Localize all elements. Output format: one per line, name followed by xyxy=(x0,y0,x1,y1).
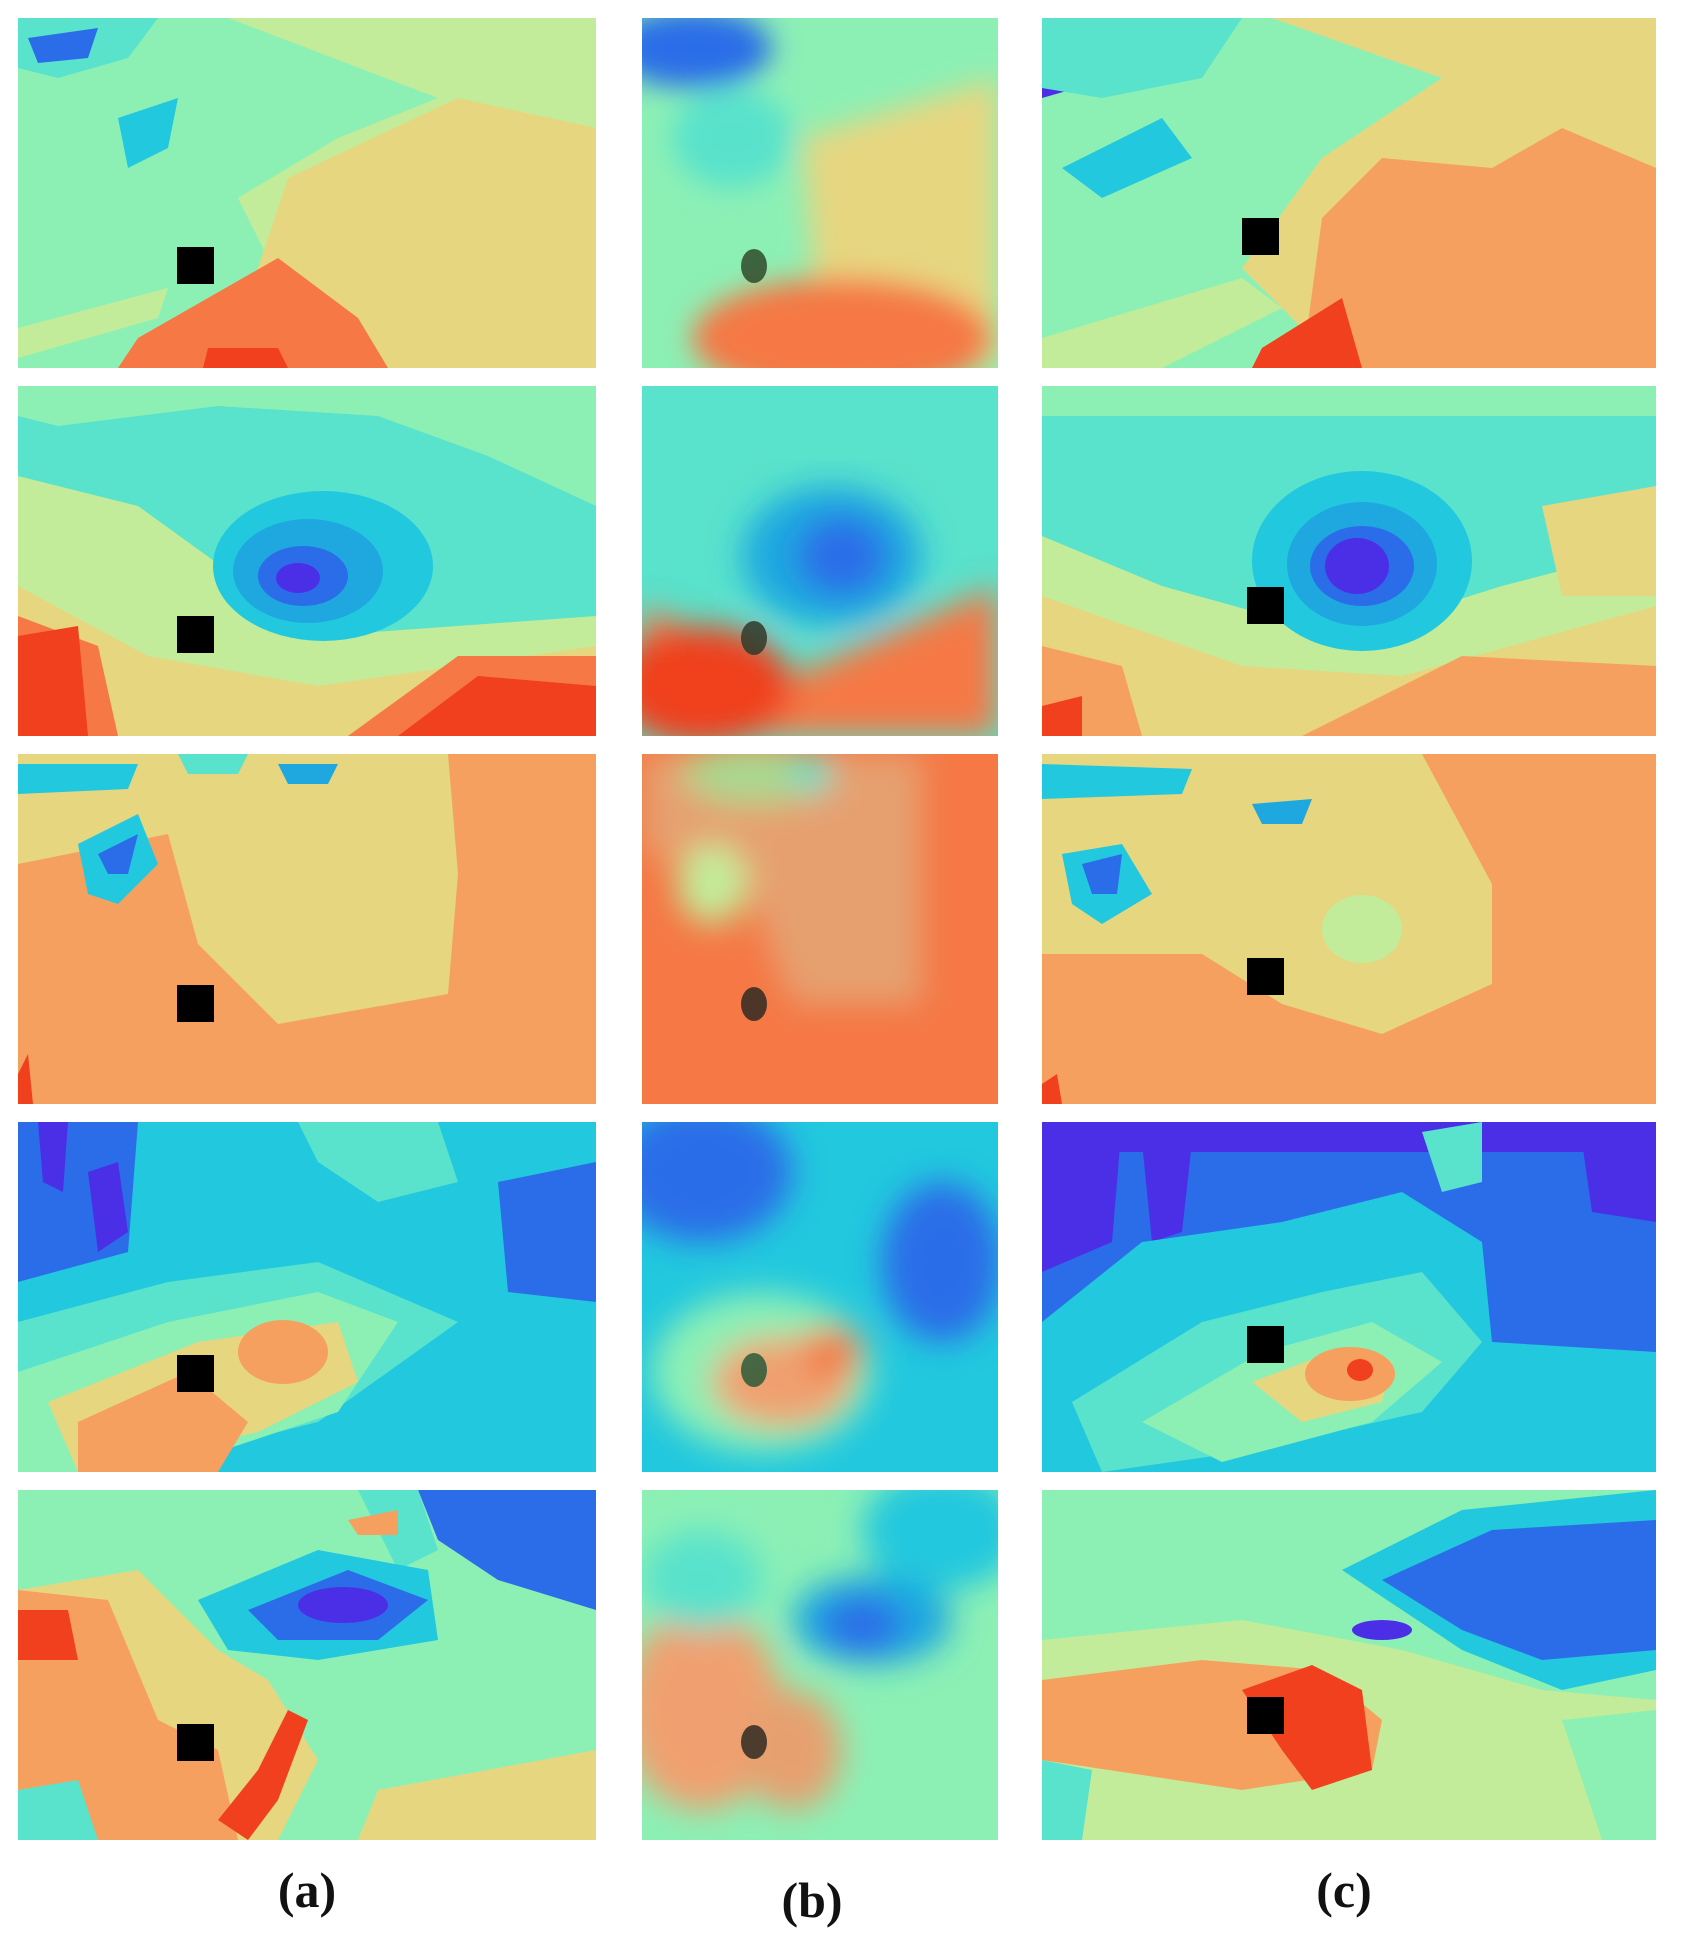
contour-map xyxy=(1042,754,1656,1104)
panel-a-row5 xyxy=(18,1490,596,1840)
blurred-map xyxy=(642,18,998,368)
blurred-map xyxy=(642,386,998,736)
panel-b-row5 xyxy=(642,1490,998,1840)
contour-map xyxy=(18,386,596,736)
panel-c-row5 xyxy=(1042,1490,1656,1840)
marker xyxy=(177,1724,214,1761)
column-label-a: (a) xyxy=(277,1862,337,1918)
contour-map xyxy=(18,1122,596,1472)
panel-b-row2 xyxy=(642,386,998,736)
contour-map xyxy=(18,754,596,1104)
blurred-map xyxy=(642,754,998,1104)
blurred-map xyxy=(642,1122,998,1472)
contour-map xyxy=(1042,1490,1656,1840)
marker xyxy=(177,616,214,653)
marker xyxy=(177,247,214,284)
panel-b-row3 xyxy=(642,754,998,1104)
contour-map xyxy=(1042,18,1656,368)
contour-map xyxy=(1042,386,1656,736)
marker xyxy=(177,1355,214,1392)
marker xyxy=(1247,1326,1284,1363)
panel-a-row1 xyxy=(18,18,596,368)
panel-c-row4 xyxy=(1042,1122,1656,1472)
contour-map xyxy=(18,1490,596,1840)
panel-c-row2 xyxy=(1042,386,1656,736)
marker xyxy=(1242,218,1279,255)
contour-map xyxy=(18,18,596,368)
marker xyxy=(1247,958,1284,995)
panel-b-row4 xyxy=(642,1122,998,1472)
blurred-map xyxy=(642,1490,998,1840)
panel-c-row1 xyxy=(1042,18,1656,368)
panel-a-row2 xyxy=(18,386,596,736)
marker xyxy=(1247,1697,1284,1734)
panel-a-row4 xyxy=(18,1122,596,1472)
marker xyxy=(1247,587,1284,624)
panel-c-row3 xyxy=(1042,754,1656,1104)
contour-map xyxy=(1042,1122,1656,1472)
marker xyxy=(177,985,214,1022)
column-label-c: (c) xyxy=(1316,1862,1372,1918)
column-label-b: (b) xyxy=(781,1872,843,1928)
panel-a-row3 xyxy=(18,754,596,1104)
panel-b-row1 xyxy=(642,18,998,368)
